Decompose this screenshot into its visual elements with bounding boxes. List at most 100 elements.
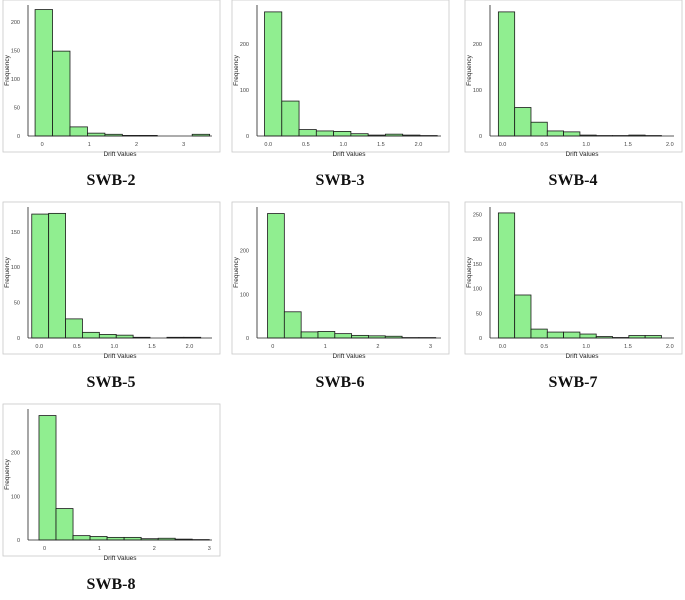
x-tick-label: 0 (271, 344, 274, 350)
y-tick-label: 0 (246, 336, 249, 342)
plot-frame (2, 0, 221, 153)
y-axis-label: Frequency (233, 256, 240, 287)
plot-frame (231, 201, 450, 355)
y-tick-label: 0 (479, 134, 482, 140)
histogram-bar (563, 331, 581, 339)
histogram-bar (98, 334, 117, 339)
histogram-bar (579, 333, 597, 339)
histogram-bar (298, 129, 317, 137)
histogram-bar (514, 107, 532, 137)
x-tick-label: 3 (182, 142, 185, 148)
y-axis-label: Frequency (466, 256, 473, 287)
chart-panel-swb-8: 0 100 200 0 1 2 3 Drift Values Frequency SWB-8 (0, 403, 222, 594)
x-tick-label: 0.5 (541, 142, 549, 148)
x-tick-label: 0.0 (499, 344, 507, 350)
chart-panel-swb-6: 0 100 200 0 1 2 3 Drift Values Frequency SWB-6 (229, 201, 451, 392)
histogram-bar (281, 100, 300, 137)
histogram-swb-7: 0 50 100 150 200 250 0.0 0.5 1.0 1.5 2.0 Drift Valu… (464, 201, 683, 360)
histogram-swb-4: 0 100 200 0.0 0.5 1.0 1.5 2.0 Drift Values Freque… (464, 0, 683, 158)
plot-frame (464, 201, 683, 355)
x-tick-label: 2.0 (666, 344, 674, 350)
y-axis-label: Frequency (233, 54, 240, 85)
chart-caption-swb-3: SWB-3 (315, 172, 365, 189)
histogram-bar (497, 11, 516, 137)
histogram-bar (514, 294, 532, 339)
histogram-bar (267, 213, 285, 339)
x-tick-label: 2.0 (415, 142, 423, 148)
y-tick-label: 50 (14, 301, 20, 307)
chart-caption-swb-2: SWB-2 (86, 172, 136, 189)
y-tick-label: 150 (473, 262, 482, 268)
histogram-bar (34, 9, 53, 137)
x-tick-label: 0 (43, 546, 46, 552)
x-axis-label: Drift Values (103, 353, 137, 360)
chart-panel-swb-4: 0 100 200 0.0 0.5 1.0 1.5 2.0 Drift Values Freque… (462, 0, 684, 190)
x-axis-label: Drift Values (103, 151, 137, 158)
histogram-bar (48, 212, 66, 339)
x-tick-label: 1.0 (111, 344, 119, 350)
x-tick-label: 1.5 (148, 344, 156, 350)
x-tick-label: 1.0 (582, 344, 590, 350)
histogram-bar (72, 535, 91, 541)
histogram-bar (87, 132, 106, 137)
x-tick-label: 0.0 (499, 142, 507, 148)
histogram-bar (530, 328, 548, 339)
x-axis-label: Drift Values (332, 353, 366, 360)
y-axis-label: Frequency (466, 54, 473, 85)
x-axis-label: Drift Values (103, 555, 137, 562)
x-tick-label: 2 (376, 344, 379, 350)
y-tick-label: 0 (17, 538, 20, 544)
x-tick-label: 0.0 (264, 142, 272, 148)
chart-panel-swb-3: 0 100 200 0.0 0.5 1.0 1.5 2.0 Drift Values Freque… (229, 0, 451, 190)
y-tick-label: 200 (240, 42, 249, 48)
chart-caption-swb-6: SWB-6 (315, 374, 365, 391)
y-tick-label: 200 (11, 20, 20, 26)
x-tick-label: 1 (88, 142, 91, 148)
y-tick-label: 0 (246, 134, 249, 140)
histogram-bar (69, 126, 88, 137)
histogram-bar (264, 11, 283, 137)
histogram-swb-8: 0 100 200 0 1 2 3 Drift Values Frequency (2, 403, 221, 562)
plot-frame (2, 201, 221, 355)
histogram-bar (65, 318, 83, 339)
y-tick-label: 150 (11, 49, 20, 55)
x-tick-label: 2 (153, 546, 156, 552)
x-tick-label: 1.5 (624, 142, 632, 148)
chart-caption-swb-4: SWB-4 (548, 172, 598, 189)
y-tick-label: 0 (479, 336, 482, 342)
histogram-bar (317, 331, 336, 339)
y-tick-label: 100 (473, 88, 482, 94)
histogram-bar (89, 536, 108, 541)
histogram-bar (38, 415, 57, 541)
y-axis-label: Frequency (4, 256, 11, 287)
y-tick-label: 0 (17, 336, 20, 342)
x-tick-label: 0.5 (302, 142, 310, 148)
x-tick-label: 3 (429, 344, 432, 350)
histogram-bar (283, 311, 302, 339)
plot-frame (464, 0, 683, 153)
y-tick-label: 150 (11, 230, 20, 236)
y-axis-label: Frequency (4, 54, 11, 85)
x-tick-label: 2 (135, 142, 138, 148)
y-tick-label: 100 (11, 77, 20, 83)
histogram-bar (315, 130, 335, 137)
x-tick-label: 0 (41, 142, 44, 148)
y-axis-label: Frequency (4, 458, 11, 489)
histogram-swb-2: 0 50 100 150 200 0 1 2 3 Drift Values Frequency (2, 0, 221, 158)
chart-caption-swb-5: SWB-5 (86, 374, 136, 391)
x-tick-label: 2.0 (666, 142, 674, 148)
plot-frame (2, 403, 221, 557)
histogram-bar (497, 212, 516, 339)
y-tick-label: 200 (473, 42, 482, 48)
x-tick-label: 3 (208, 546, 211, 552)
plot-frame (231, 0, 450, 153)
x-tick-label: 0.0 (35, 344, 43, 350)
histogram-bar (546, 130, 565, 137)
x-tick-label: 0.5 (73, 344, 81, 350)
x-tick-label: 0.5 (541, 344, 549, 350)
x-tick-label: 1 (324, 344, 327, 350)
histogram-swb-6: 0 100 200 0 1 2 3 Drift Values Frequency (231, 201, 450, 360)
histogram-swb-3: 0 100 200 0.0 0.5 1.0 1.5 2.0 Drift Values Freque… (231, 0, 450, 158)
x-tick-label: 1.0 (340, 142, 348, 148)
histogram-bar (55, 508, 74, 541)
